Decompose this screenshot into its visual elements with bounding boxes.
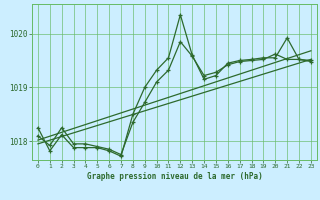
X-axis label: Graphe pression niveau de la mer (hPa): Graphe pression niveau de la mer (hPa) xyxy=(86,172,262,181)
